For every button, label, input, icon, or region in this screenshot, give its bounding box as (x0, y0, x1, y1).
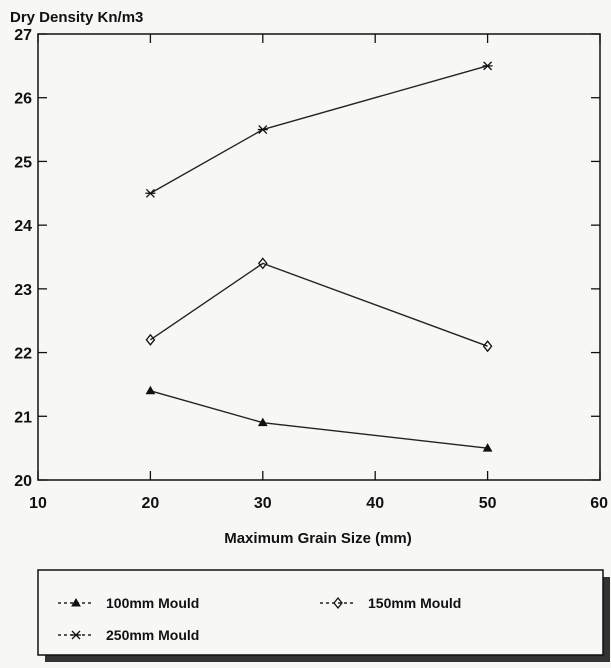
y-tick-label: 23 (14, 282, 32, 299)
data-point (257, 417, 268, 427)
y-tick-label: 25 (14, 154, 32, 171)
x-tick-label: 20 (142, 495, 160, 512)
legend-label: 100mm Mould (106, 595, 199, 611)
series-line (150, 65, 488, 194)
legend-box (37, 569, 604, 656)
y-axis-label: Dry Density Kn/m3 (10, 9, 143, 26)
y-tick-label: 26 (14, 91, 32, 108)
y-tick-label: 21 (14, 409, 32, 426)
data-point (482, 61, 493, 71)
series-1 (145, 385, 493, 452)
x-tick-label: 40 (366, 495, 384, 512)
series-2 (145, 257, 493, 353)
y-tick-label: 24 (14, 218, 32, 235)
legend-item: 150mm Mould (320, 595, 461, 611)
legend-item: 100mm Mould (58, 595, 199, 611)
series-line (150, 390, 488, 449)
data-point (145, 188, 156, 198)
data-point (145, 333, 156, 346)
data-point (145, 385, 156, 395)
legend-item: 250mm Mould (58, 627, 199, 643)
series-line (150, 262, 488, 347)
legend-label: 250mm Mould (106, 627, 199, 643)
plot-frame (37, 33, 601, 481)
y-tick-label: 27 (14, 27, 32, 44)
data-point (257, 125, 268, 135)
y-axis: 20 21 22 23 24 25 26 27 (14, 27, 600, 490)
y-tick-label: 22 (14, 346, 32, 363)
series-3 (145, 61, 493, 198)
x-tick-label: 30 (254, 495, 272, 512)
legend-marker (333, 596, 343, 610)
legend-label: 150mm Mould (368, 595, 461, 611)
legend-marker (71, 630, 81, 640)
series-layer (145, 61, 493, 452)
y-tick-label: 20 (14, 473, 32, 490)
x-axis-label: Maximum Grain Size (mm) (224, 530, 412, 547)
x-tick-label: 50 (479, 495, 497, 512)
x-axis: 10 20 30 40 50 60 (29, 34, 608, 512)
data-point (482, 340, 493, 353)
x-tick-label: 60 (590, 495, 608, 512)
data-point (257, 257, 268, 270)
data-point (482, 443, 493, 452)
legend-marker (71, 597, 81, 607)
x-tick-label: 10 (29, 495, 47, 512)
legend: 100mm Mould 150mm Mould 250mm Mould (58, 595, 461, 643)
